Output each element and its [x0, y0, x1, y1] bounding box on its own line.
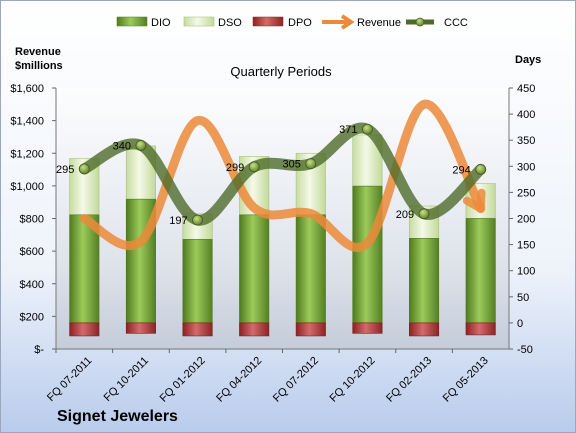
chart-title: Quarterly Periods	[230, 64, 332, 79]
right-tick-label-4: 150	[517, 240, 535, 252]
ccc-point-2	[192, 214, 203, 226]
ccc-point-3	[248, 161, 260, 173]
legend-label-ccc: CCC	[444, 17, 468, 29]
x-tick-label-4: FQ 07-2012	[271, 355, 321, 405]
right-tick-label-8: 350	[517, 135, 535, 147]
ccc-data-label-5: 371	[339, 124, 357, 136]
right-tick-label-7: 300	[517, 161, 535, 173]
bar-dio-5	[352, 185, 383, 324]
ccc-data-label-4: 305	[282, 159, 300, 171]
bar-dpo-5	[352, 322, 383, 334]
right-tick-label-5: 200	[517, 214, 535, 226]
ccc-point-0	[78, 163, 90, 175]
left-tick-label-3: $600	[20, 246, 44, 258]
ccc-point-7	[475, 164, 487, 175]
bar-dpo-4	[295, 322, 326, 337]
legend: DIO DSO DPO Revenue CCC	[116, 14, 468, 30]
bar-dio-2	[182, 239, 213, 324]
legend-label-dpo: DPO	[288, 17, 312, 29]
bar-dpo-0	[69, 322, 100, 337]
x-tick-label-0: FQ 07-2011	[45, 355, 94, 404]
right-tick-label-9: 400	[517, 109, 535, 121]
left-tick-label-8: $1,600	[10, 83, 44, 95]
right-axis-title: Days	[515, 54, 541, 66]
bar-dpo-2	[182, 322, 213, 337]
right-tick-label-0: -50	[517, 344, 533, 356]
legend-swatch-dso	[183, 16, 215, 27]
legend-swatch-dio	[116, 16, 148, 27]
legend-swatch-ccc	[406, 17, 434, 27]
legend-label-dso: DSO	[218, 17, 242, 29]
bar-dio-6	[409, 238, 440, 324]
bar-dpo-7	[465, 322, 496, 336]
right-tick-label-6: 250	[517, 187, 535, 199]
left-tick-label-4: $800	[20, 214, 44, 226]
left-tick-label-0: $-	[34, 344, 44, 356]
bar-dpo-6	[409, 322, 440, 337]
company-name: Signet Jewelers	[57, 408, 178, 425]
right-tick-label-1: 0	[517, 318, 523, 330]
right-tick-label-2: 50	[517, 292, 529, 304]
revenue-line	[79, 99, 486, 252]
right-tick-label-10: 450	[517, 83, 535, 95]
left-axis-title-line2: $millions	[15, 60, 63, 72]
ccc-data-label-6: 209	[396, 209, 414, 221]
ccc-point-5	[362, 123, 373, 135]
x-tick-label-5: FQ 10-2012	[328, 355, 378, 405]
bar-dpo-1	[125, 322, 156, 334]
x-tick-label-1: FQ 10-2011	[102, 355, 151, 404]
left-tick-label-1: $200	[20, 311, 44, 323]
x-tick-label-7: FQ 05-2013	[441, 355, 491, 405]
ccc-data-label-0: 295	[56, 164, 74, 176]
x-tick-label-3: FQ 04-2012	[214, 355, 264, 405]
x-tick-label-6: FQ 02-2013	[384, 355, 434, 405]
ccc-point-4	[305, 158, 317, 170]
ccc-data-label-1: 340	[113, 140, 131, 152]
left-tick-label-5: $1,000	[10, 181, 44, 193]
left-tick-label-6: $1,200	[10, 148, 44, 160]
bar-dio-3	[239, 214, 270, 324]
left-tick-label-2: $400	[20, 279, 44, 291]
right-tick-label-3: 100	[517, 266, 535, 278]
legend-swatch-revenue	[322, 14, 355, 30]
x-tick-label-2: FQ 01-2012	[158, 355, 208, 405]
bar-dio-7	[465, 218, 496, 324]
ccc-data-label-3: 299	[226, 162, 244, 174]
legend-swatch-dpo	[252, 16, 284, 27]
ccc-data-label-2: 197	[169, 215, 187, 227]
legend-label-dio: DIO	[151, 17, 171, 29]
legend-label-revenue: Revenue	[357, 17, 401, 29]
ccc-point-6	[418, 208, 430, 220]
ccc-point-1	[135, 140, 147, 151]
bar-dio-4	[295, 214, 326, 324]
ccc-data-label-7: 294	[452, 164, 470, 176]
bar-dpo-3	[239, 322, 270, 337]
left-axis-title-line1: Revenue	[15, 46, 61, 58]
revenue-arrowhead	[462, 188, 486, 213]
left-tick-label-7: $1,400	[10, 116, 44, 128]
